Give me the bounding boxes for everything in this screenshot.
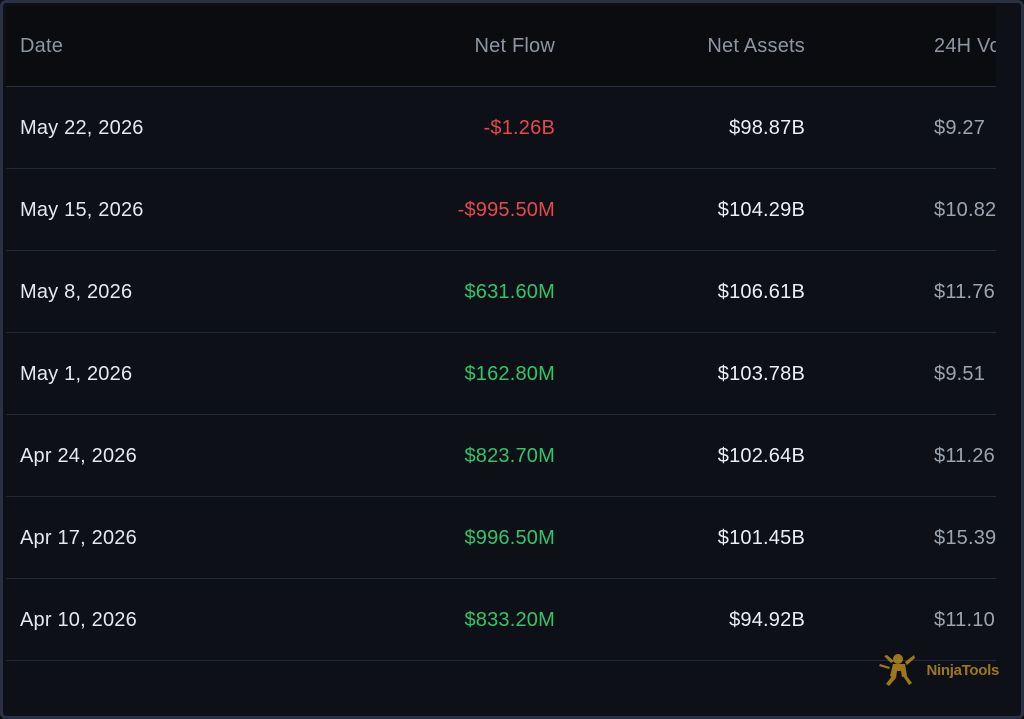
cell-net-assets: $98.87B xyxy=(729,117,805,139)
cell-date: May 8, 2026 xyxy=(20,281,133,303)
table-row[interactable]: Apr 10, 2026 $833.20M $94.92B $11.10 xyxy=(6,580,999,661)
cell-date: Apr 10, 2026 xyxy=(20,609,137,631)
cell-net-assets: $101.45B xyxy=(717,527,805,549)
cell-net-flow: -$1.26B xyxy=(483,117,555,139)
cell-date: May 22, 2026 xyxy=(20,117,144,139)
cell-24h-volume: $10.82 xyxy=(934,199,997,221)
cell-24h-volume: $9.51 xyxy=(934,363,986,385)
table-row[interactable]: May 8, 2026 $631.60M $106.61B $11.76 xyxy=(6,252,999,333)
column-header-net-flow[interactable]: Net Flow xyxy=(474,35,555,57)
cell-net-assets: $104.29B xyxy=(717,199,805,221)
cell-net-flow: $996.50M xyxy=(464,527,555,549)
cell-24h-volume: $11.10 xyxy=(934,609,995,631)
cell-net-flow: -$995.50M xyxy=(457,199,555,221)
table-viewport[interactable]: Date Net Flow Net Assets 24H Vo May 22, … xyxy=(6,6,999,694)
cell-24h-volume: $11.26 xyxy=(934,445,995,467)
table-row[interactable]: Apr 17, 2026 $996.50M $101.45B $15.39 xyxy=(6,498,999,579)
table-row[interactable]: May 22, 2026 -$1.26B $98.87B $9.27 xyxy=(6,88,999,169)
column-header-net-assets[interactable]: Net Assets xyxy=(707,35,805,57)
right-gutter xyxy=(996,6,1018,694)
cell-net-assets: $94.92B xyxy=(729,609,805,631)
cell-date: May 15, 2026 xyxy=(20,199,144,221)
cell-net-flow: $631.60M xyxy=(464,281,555,303)
cell-net-assets: $102.64B xyxy=(717,445,805,467)
cell-net-flow: $833.20M xyxy=(464,609,555,631)
cell-net-assets: $106.61B xyxy=(717,281,805,303)
cell-24h-volume: $15.39 xyxy=(934,527,997,549)
watermark-text: NinjaTools xyxy=(926,661,999,679)
cell-24h-volume: $11.76 xyxy=(934,281,995,303)
table-row-partial[interactable] xyxy=(6,662,999,694)
column-header-24h-volume[interactable]: 24H Vo xyxy=(934,35,999,57)
cell-date: May 1, 2026 xyxy=(20,363,133,385)
table-header-row: Date Net Flow Net Assets 24H Vo xyxy=(6,6,999,87)
cell-net-flow: $823.70M xyxy=(464,445,555,467)
cell-net-flow: $162.80M xyxy=(464,363,555,385)
table-row[interactable]: May 15, 2026 -$995.50M $104.29B $10.82 xyxy=(6,170,999,251)
column-header-date[interactable]: Date xyxy=(20,35,64,57)
table-row[interactable]: Apr 24, 2026 $823.70M $102.64B $11.26 xyxy=(6,416,999,497)
cell-net-assets: $103.78B xyxy=(717,363,805,385)
cell-date: Apr 24, 2026 xyxy=(20,445,137,467)
ninja-icon xyxy=(879,654,916,686)
watermark: NinjaTools xyxy=(878,650,999,690)
cell-date: Apr 17, 2026 xyxy=(20,527,137,549)
cell-24h-volume: $9.27 xyxy=(934,117,986,139)
table-row[interactable]: May 1, 2026 $162.80M $103.78B $9.51 xyxy=(6,334,999,415)
